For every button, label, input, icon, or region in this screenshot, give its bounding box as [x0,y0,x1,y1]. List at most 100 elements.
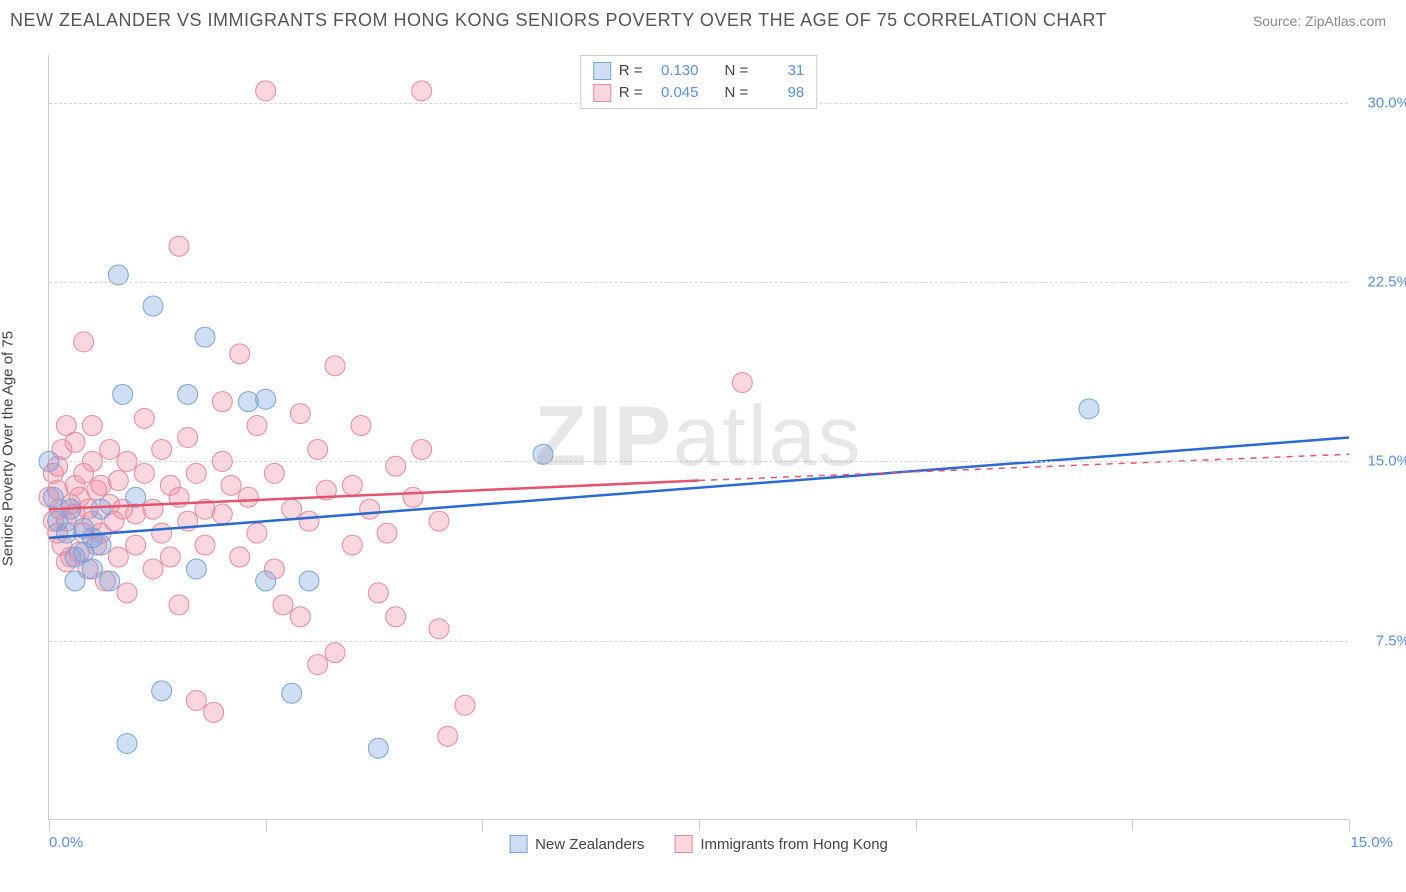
legend-item-a: New Zealanders [509,835,644,853]
scatter-point [117,583,137,603]
scatter-point [308,439,328,459]
scatter-point [186,690,206,710]
scatter-point [82,416,102,436]
scatter-point [134,463,154,483]
scatter-point [91,535,111,555]
scatter-point [438,726,458,746]
chart-header: NEW ZEALANDER VS IMMIGRANTS FROM HONG KO… [0,0,1406,36]
scatter-point [325,643,345,663]
legend-row-a: R = 0.130 N = 31 [593,60,805,82]
scatter-point [325,356,345,376]
scatter-point [308,655,328,675]
scatter-point [732,373,752,393]
scatter-point [351,416,371,436]
scatter-point [290,404,310,424]
scatter-point [221,475,241,495]
y-tick-label: 30.0% [1367,94,1406,111]
scatter-point [230,547,250,567]
scatter-point [273,595,293,615]
scatter-point [113,384,133,404]
scatter-point [238,487,258,507]
gridline-h [49,641,1348,642]
scatter-point [429,619,449,639]
scatter-point [342,475,362,495]
scatter-point [43,487,63,507]
scatter-point [412,439,432,459]
scatter-point [91,499,111,519]
swatch-a-bottom [509,835,527,853]
scatter-point [169,236,189,256]
swatch-b [593,84,611,102]
scatter-point [412,81,432,101]
scatter-point [238,392,258,412]
scatter-point [178,384,198,404]
scatter-point [247,523,267,543]
gridline-h [49,461,1348,462]
scatter-point [282,683,302,703]
scatter-point [108,547,128,567]
scatter-point [256,571,276,591]
scatter-point [160,547,180,567]
x-tick [699,819,700,831]
scatter-point [56,523,76,543]
scatter-point [152,681,172,701]
r-value-b: 0.045 [651,82,699,104]
scatter-point [1079,399,1099,419]
scatter-point [429,511,449,531]
swatch-a [593,62,611,80]
scatter-point [117,734,137,754]
scatter-point [195,327,215,347]
scatter-point [299,511,319,531]
y-axis-label: Seniors Poverty Over the Age of 75 [0,331,17,566]
scatter-point [360,499,380,519]
scatter-point [65,571,85,591]
y-tick-label: 22.5% [1367,274,1406,291]
legend-item-b: Immigrants from Hong Kong [674,835,888,853]
scatter-point [108,471,128,491]
regression-line-b-dashed [699,454,1349,480]
scatter-point [256,81,276,101]
scatter-point [247,416,267,436]
scatter-point [74,332,94,352]
series-legend: New Zealanders Immigrants from Hong Kong [509,835,888,853]
n-value-a: 31 [756,60,804,82]
scatter-point [134,408,154,428]
scatter-point [65,432,85,452]
x-min-label: 0.0% [49,834,83,851]
scatter-point [290,607,310,627]
swatch-b-bottom [674,835,692,853]
scatter-point [230,344,250,364]
scatter-point [186,463,206,483]
scatter-point [100,439,120,459]
x-max-label: 15.0% [1350,834,1393,851]
scatter-point [264,463,284,483]
scatter-point [368,738,388,758]
x-tick [916,819,917,831]
scatter-point [282,499,302,519]
scatter-point [152,523,172,543]
n-value-b: 98 [756,82,804,104]
y-tick-label: 15.0% [1367,453,1406,470]
r-value-a: 0.130 [651,60,699,82]
correlation-legend: R = 0.130 N = 31 R = 0.045 N = 98 [580,55,818,109]
scatter-point [212,504,232,524]
scatter-point [178,428,198,448]
scatter-point [82,559,102,579]
source-attribution: Source: ZipAtlas.com [1253,13,1386,29]
chart-title: NEW ZEALANDER VS IMMIGRANTS FROM HONG KO… [10,10,1107,31]
scatter-point [204,702,224,722]
scatter-point [256,389,276,409]
scatter-point [386,456,406,476]
x-tick [1349,819,1350,831]
scatter-point [186,559,206,579]
scatter-svg [49,55,1348,819]
scatter-point [212,392,232,412]
scatter-point [342,535,362,555]
scatter-point [169,595,189,615]
scatter-point [368,583,388,603]
scatter-point [91,475,111,495]
legend-row-b: R = 0.045 N = 98 [593,82,805,104]
x-tick [1132,819,1133,831]
scatter-point [403,487,423,507]
scatter-point [143,559,163,579]
